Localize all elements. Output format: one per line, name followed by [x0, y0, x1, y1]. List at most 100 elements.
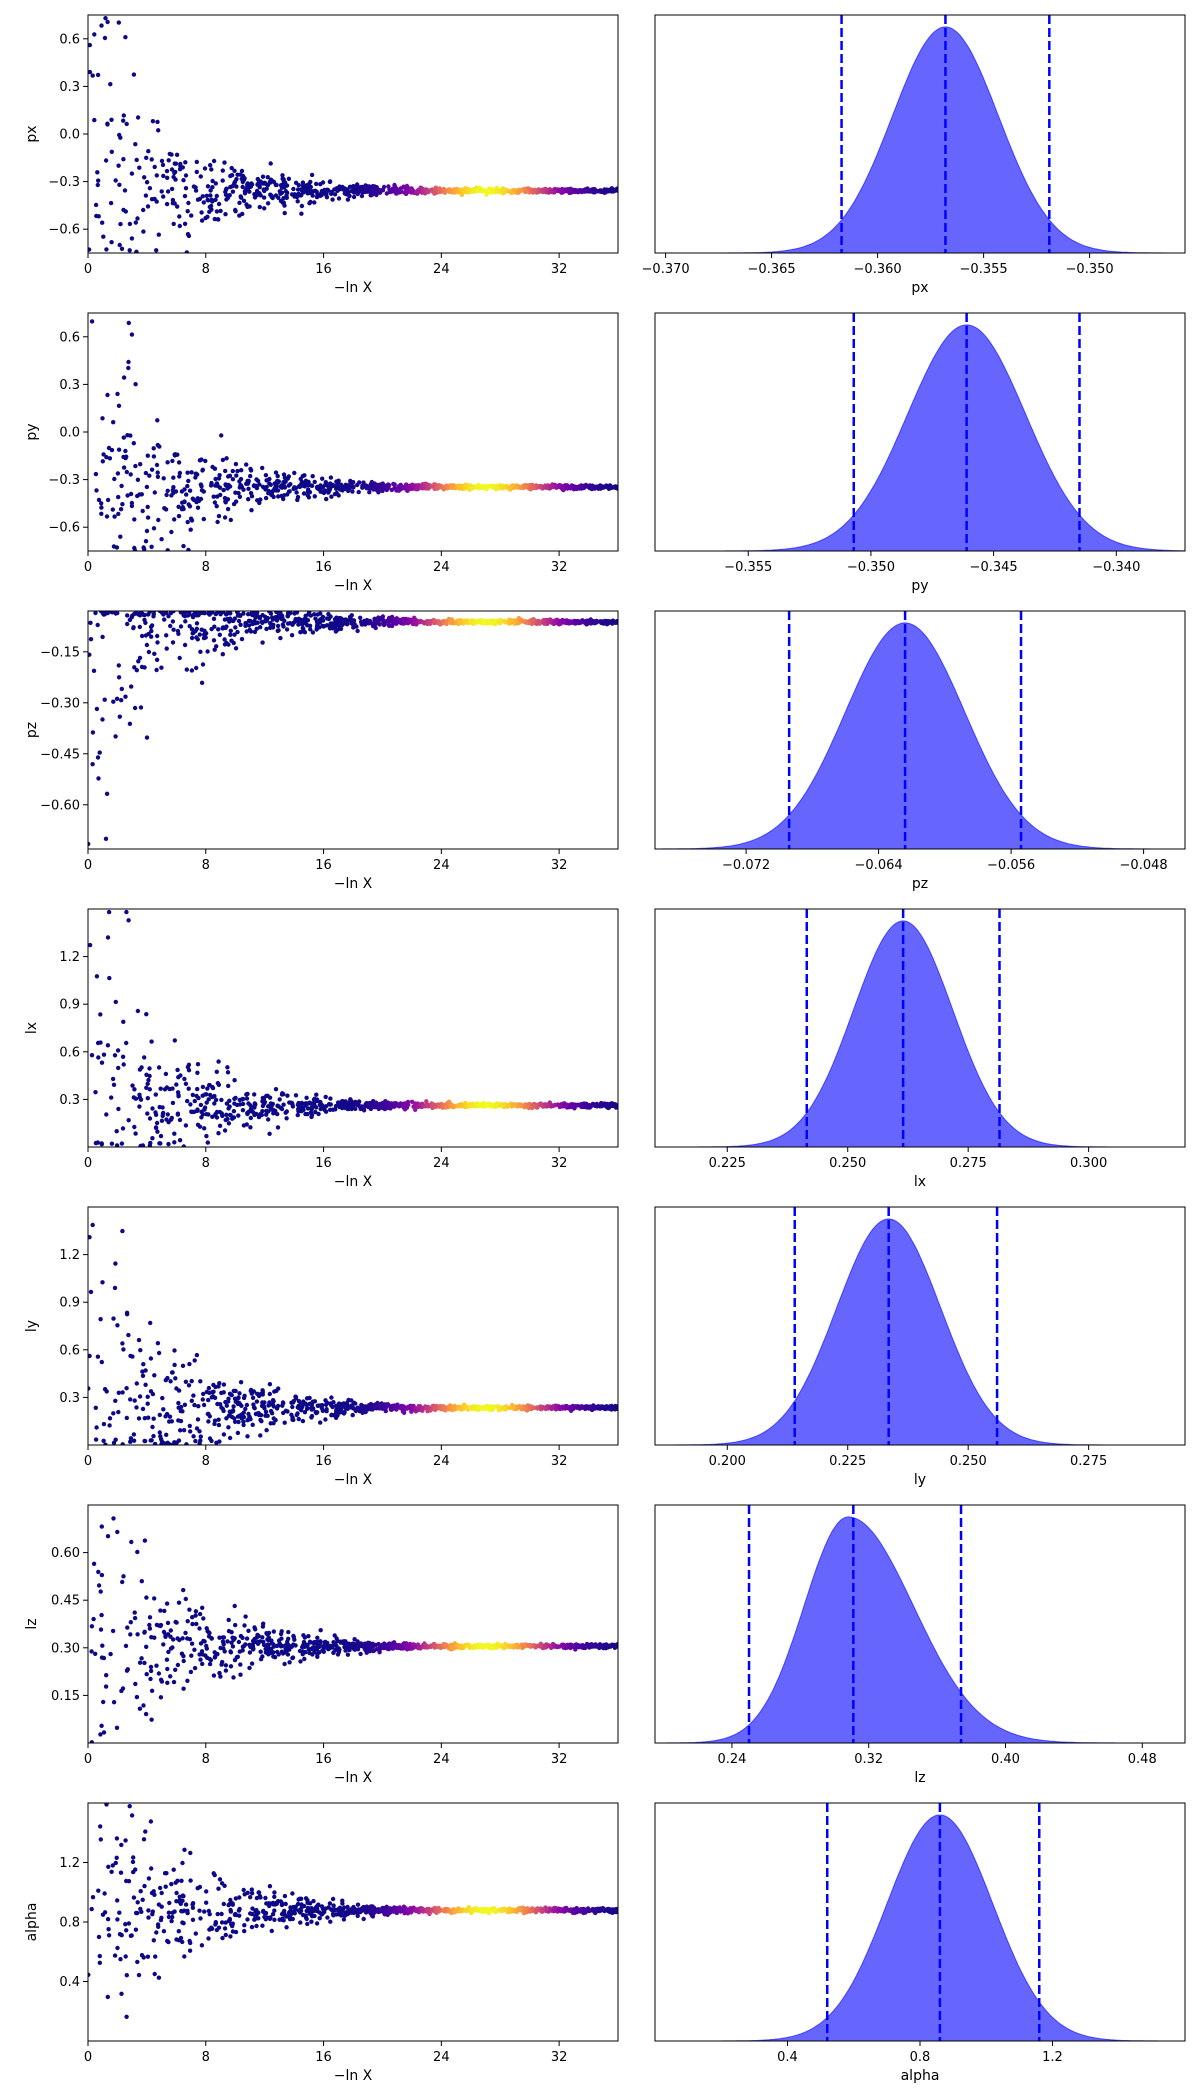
- trace-point: [210, 1084, 215, 1090]
- trace-point: [215, 217, 220, 222]
- trace-point: [101, 234, 106, 239]
- trace-point: [185, 483, 190, 489]
- trace-point: [478, 187, 484, 193]
- trace-point: [196, 498, 202, 504]
- trace-point: [463, 485, 468, 490]
- trace-point: [235, 1401, 241, 1407]
- trace-point: [581, 188, 587, 193]
- trace-point: [322, 187, 327, 193]
- trace-point: [206, 1097, 211, 1102]
- trace-point: [275, 488, 281, 493]
- trace-point: [225, 1639, 230, 1644]
- trace-point: [267, 1095, 273, 1100]
- trace-point: [328, 1096, 333, 1101]
- trace-point: [389, 1407, 394, 1412]
- trace-point: [119, 1141, 125, 1146]
- trace-point: [249, 508, 254, 513]
- trace-point: [155, 1341, 161, 1346]
- trace-point: [99, 511, 104, 516]
- trace-point: [88, 1386, 91, 1391]
- trace-point: [115, 1323, 120, 1328]
- trace-point: [291, 186, 296, 192]
- trace-point: [265, 175, 270, 180]
- y-tick-label: −0.6: [48, 521, 80, 536]
- y-tick-label: 0.3: [59, 80, 80, 95]
- trace-point: [150, 1424, 155, 1430]
- trace-point: [241, 198, 247, 203]
- trace-point: [409, 190, 414, 195]
- trace-point: [152, 490, 157, 495]
- trace-point: [327, 179, 333, 185]
- trace-point: [216, 513, 222, 519]
- trace-point: [480, 1405, 486, 1410]
- trace-point: [174, 1082, 179, 1087]
- trace-point: [611, 619, 616, 624]
- trace-point: [264, 1112, 269, 1117]
- x-tick-label: 0: [84, 262, 92, 277]
- trace-point: [302, 484, 307, 489]
- trace-point: [245, 1434, 250, 1439]
- trace-point: [149, 1438, 154, 1443]
- trace-point: [309, 483, 315, 488]
- trace-point: [233, 461, 239, 467]
- trace-point: [144, 180, 150, 185]
- trace-point: [103, 158, 109, 163]
- trace-point: [202, 1126, 207, 1131]
- trace-point: [583, 1404, 588, 1409]
- trace-point: [224, 1403, 229, 1408]
- x-tick-label: 0.225: [829, 1454, 866, 1469]
- trace-point: [180, 500, 185, 505]
- trace-point: [237, 1102, 243, 1107]
- trace-point: [253, 615, 258, 620]
- trace-point: [99, 1060, 105, 1065]
- trace-point: [196, 1095, 201, 1101]
- trace-point: [312, 494, 317, 499]
- trace-point: [425, 482, 430, 487]
- x-tick-label: 16: [315, 262, 332, 277]
- trace-point: [131, 1095, 136, 1100]
- trace-point: [135, 1008, 141, 1014]
- trace-point: [113, 1398, 118, 1404]
- trace-point: [518, 188, 523, 193]
- trace-point: [212, 1418, 218, 1423]
- trace-point: [88, 1353, 92, 1359]
- trace-point: [293, 1093, 299, 1098]
- trace-point: [409, 1409, 414, 1414]
- x-tick-label: 0.225: [709, 1156, 746, 1171]
- trace-point: [138, 462, 143, 467]
- x-tick-label: 24: [433, 858, 450, 873]
- trace-point: [126, 1118, 131, 1123]
- y-tick-label: −0.60: [40, 798, 80, 813]
- trace-point: [130, 1083, 135, 1088]
- trace-point: [156, 128, 161, 133]
- trace-point: [217, 1123, 223, 1129]
- trace-point: [281, 1650, 286, 1656]
- trace-point: [159, 189, 164, 194]
- trace-point: [172, 1440, 177, 1445]
- trace-point: [104, 514, 110, 519]
- trace-point: [313, 1105, 319, 1110]
- trace-point: [239, 1097, 244, 1102]
- trace-point: [214, 1069, 219, 1075]
- y-tick-label: 0.0: [59, 128, 80, 143]
- trace-point: [164, 646, 169, 651]
- trace-point: [319, 192, 324, 198]
- trace-point: [99, 1723, 104, 1729]
- trace-point: [131, 441, 136, 446]
- trace-point: [234, 473, 239, 478]
- trace-point: [367, 1102, 372, 1107]
- y-tick-label: −0.6: [48, 223, 80, 238]
- trace-point: [121, 1062, 126, 1067]
- trace-point: [265, 201, 271, 206]
- x-tick-label: −0.350: [847, 560, 895, 575]
- trace-point: [242, 176, 247, 181]
- trace-point: [126, 320, 131, 326]
- trace-point: [320, 1403, 325, 1408]
- trace-point: [146, 1415, 151, 1420]
- trace-point: [285, 476, 290, 481]
- y-tick-label: 0.6: [59, 1045, 80, 1060]
- trace-point: [151, 454, 157, 459]
- trace-point: [173, 1376, 178, 1381]
- trace-point: [177, 470, 183, 476]
- trace-point: [235, 468, 240, 474]
